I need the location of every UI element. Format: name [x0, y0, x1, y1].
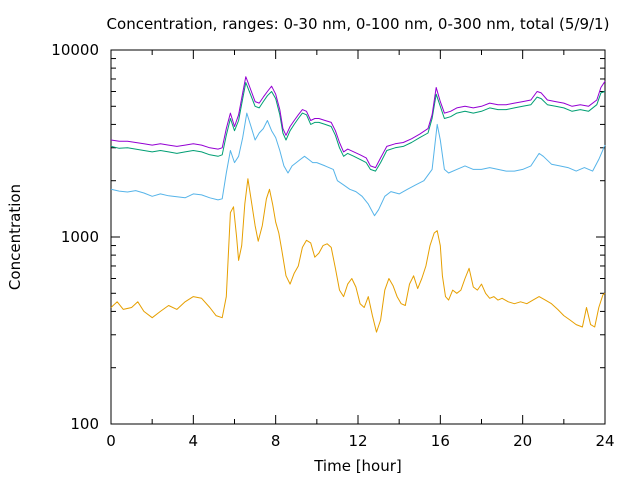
x-tick-label: 24: [595, 432, 614, 450]
x-tick-label: 12: [348, 432, 367, 450]
x-tick-label: 8: [271, 432, 281, 450]
plot-frame: [110, 49, 606, 425]
y-tick-label: 1000: [61, 228, 99, 246]
y-axis-label: Concentration: [6, 184, 24, 290]
series-group: [110, 76, 606, 333]
x-axis-label: Time [hour]: [313, 457, 402, 475]
x-tick-label: 0: [106, 432, 116, 450]
tick-labels: 0 4 8 12 16 20 24 100 1000 10000: [51, 41, 614, 450]
y-tick-label: 100: [70, 415, 99, 433]
series-line-1: [110, 178, 606, 333]
x-tick-label: 16: [431, 432, 450, 450]
series-line-3: [110, 82, 606, 172]
series-line-4: [110, 76, 606, 169]
chart-title: Concentration, ranges: 0-30 nm, 0-100 nm…: [107, 15, 610, 33]
axis-ticks: [110, 49, 606, 425]
x-tick-label: 4: [189, 432, 199, 450]
y-tick-label: 10000: [51, 41, 99, 59]
series-line-2: [110, 112, 606, 217]
x-tick-label: 20: [513, 432, 532, 450]
